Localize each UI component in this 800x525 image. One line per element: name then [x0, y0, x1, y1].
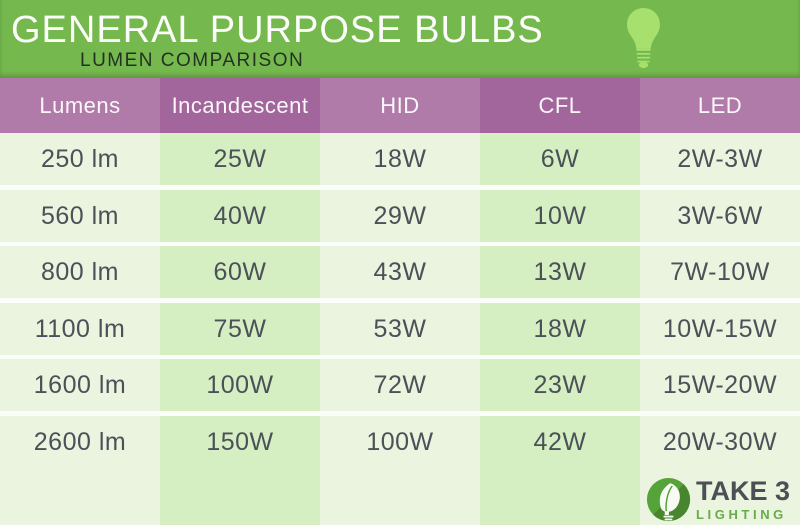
table-cell: 100W [320, 415, 480, 525]
table-cell: 13W [480, 246, 640, 298]
table-cell: 7W-10W [640, 246, 800, 298]
table-cell: 1100 lm [0, 302, 160, 355]
table-cell: 800 lm [0, 246, 160, 298]
table-row: 800 lm 60W 43W 13W 7W-10W [0, 246, 800, 298]
table-cell: 43W [320, 246, 480, 298]
table-cell: 18W [320, 133, 480, 185]
page-subtitle: LUMEN COMPARISON [80, 50, 305, 71]
logo-tagline: LIGHTING [695, 506, 787, 522]
table-cell: 72W [320, 359, 480, 411]
table-cell: 2600 lm [0, 415, 160, 525]
leaf-bulb-circle-icon [646, 477, 691, 522]
column-header-row: Lumens Incandescent HID CFL LED [0, 78, 800, 133]
table-cell: 42W [480, 415, 640, 525]
table-cell: 560 lm [0, 189, 160, 242]
table-cell: 25W [160, 133, 320, 185]
table-cell: 6W [480, 133, 640, 185]
brand-logo: TAKE 3 LIGHTING [646, 477, 790, 522]
table-cell: 10W [480, 189, 640, 242]
table-cell: 1600 lm [0, 359, 160, 411]
table-row: 2600 lm 150W 100W 42W 20W-30W [0, 415, 800, 525]
logo-name: TAKE 3 [695, 475, 790, 506]
table-row: 1100 lm 75W 53W 18W 10W-15W [0, 302, 800, 355]
table-cell: 40W [160, 189, 320, 242]
table-cell: 3W-6W [640, 189, 800, 242]
lightbulb-icon [627, 7, 660, 69]
column-header-hid: HID [320, 78, 480, 133]
table-cell: 250 lm [0, 133, 160, 185]
table-cell: 29W [320, 189, 480, 242]
table-row: 1600 lm 100W 72W 23W 15W-20W [0, 359, 800, 411]
table-cell: 23W [480, 359, 640, 411]
table-body: 250 lm 25W 18W 6W 2W-3W 560 lm 40W 29W 10W 3W-6W 8… [0, 133, 800, 525]
column-header-incandescent: Incandescent [160, 78, 320, 133]
table-cell: 15W-20W [640, 359, 800, 411]
logo-text: TAKE 3 LIGHTING [695, 475, 790, 522]
page-title: GENERAL PURPOSE BULBS [11, 9, 544, 51]
table-row: 560 lm 40W 29W 10W 3W-6W [0, 189, 800, 242]
table-cell: 10W-15W [640, 302, 800, 355]
column-header-lumens: Lumens [0, 78, 160, 133]
table-cell: 75W [160, 302, 320, 355]
table-cell: 53W [320, 302, 480, 355]
table-cell: 150W [160, 415, 320, 525]
table-cell: 2W-3W [640, 133, 800, 185]
table-cell: 100W [160, 359, 320, 411]
table-cell: 60W [160, 246, 320, 298]
column-header-cfl: CFL [480, 78, 640, 133]
table-cell: 18W [480, 302, 640, 355]
table-row: 250 lm 25W 18W 6W 2W-3W [0, 133, 800, 185]
column-header-led: LED [640, 78, 800, 133]
header-band: GENERAL PURPOSE BULBS LUMEN COMPARISON [0, 0, 800, 78]
